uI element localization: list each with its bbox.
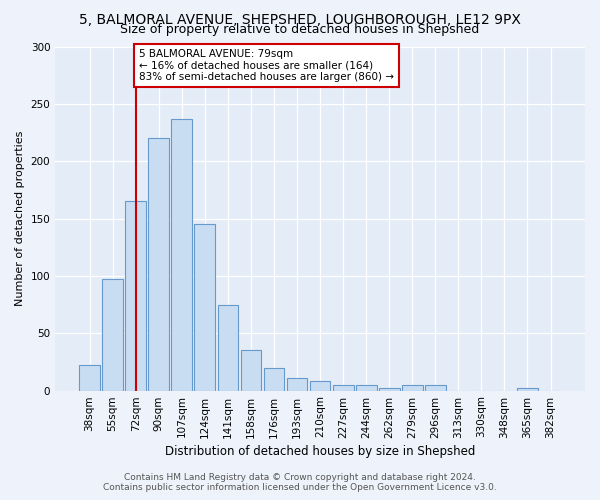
Bar [172,119,192,390]
Text: 5, BALMORAL AVENUE, SHEPSHED, LOUGHBOROUGH, LE12 9PX: 5, BALMORAL AVENUE, SHEPSHED, LOUGHBOROU… [79,12,521,26]
Text: Contains HM Land Registry data © Crown copyright and database right 2024.
Contai: Contains HM Land Registry data © Crown c… [103,473,497,492]
Bar [102,280,123,390]
X-axis label: Distribution of detached houses by size in Shepshed: Distribution of detached houses by size … [165,444,475,458]
Bar [517,388,538,390]
Bar [310,382,331,390]
Bar [333,385,353,390]
Bar [263,368,284,390]
Bar [218,304,238,390]
Bar [148,138,169,390]
Bar [356,385,377,390]
Bar [287,378,307,390]
Bar [241,350,262,391]
Bar [425,385,446,390]
Y-axis label: Number of detached properties: Number of detached properties [15,131,25,306]
Bar [379,388,400,390]
Bar [402,385,422,390]
Bar [194,224,215,390]
Text: 5 BALMORAL AVENUE: 79sqm
← 16% of detached houses are smaller (164)
83% of semi-: 5 BALMORAL AVENUE: 79sqm ← 16% of detach… [139,49,394,82]
Bar [125,202,146,390]
Text: Size of property relative to detached houses in Shepshed: Size of property relative to detached ho… [121,22,479,36]
Bar [79,366,100,390]
